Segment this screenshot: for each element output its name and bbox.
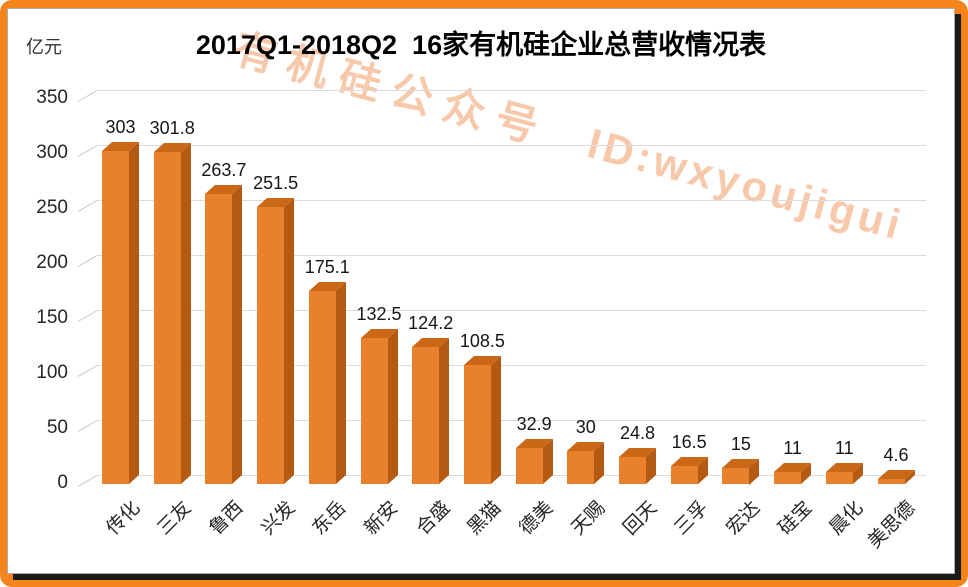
bar-value-label: 263.7 [201,159,247,180]
y-tick-label: 200 [36,252,68,273]
bar [567,451,595,484]
bar-value-label: 30 [575,417,596,437]
axis-depth-tick [77,90,98,102]
axis-depth-tick [77,310,98,322]
bar-value-label: 11 [834,437,854,458]
y-axis-unit-label: 亿元 [26,37,62,57]
bar-side-face [439,338,450,484]
bar [102,150,129,484]
bar [153,152,181,484]
gridline [97,90,926,91]
bar-value-label: 24.8 [619,422,656,443]
gridline [97,365,926,366]
y-tick-label: 50 [46,417,68,438]
bar-value-label: 132.5 [356,304,402,325]
bar-side-face [232,184,243,484]
bar-value-label: 301.8 [149,118,195,139]
bar [463,364,491,484]
bar-value-label: 303 [105,116,136,137]
gridline [97,310,926,311]
axis-depth-tick [77,145,98,157]
bar-value-label: 16.5 [671,431,707,452]
chart-panel: 有机硅公众号ID:wxyoujigui 亿元 2017Q1-2018Q2 16家… [7,8,955,574]
bar [825,471,853,484]
gridline [97,255,926,256]
bar [722,467,750,484]
axis-depth-tick [77,420,98,432]
y-tick-label: 100 [36,362,68,383]
bar-value-label: 108.5 [459,330,505,351]
bar-value-label: 4.6 [883,444,909,465]
bar-value-label: 32.9 [516,413,552,434]
axis-depth-tick [77,365,98,377]
gridline [97,145,926,146]
bar-side-face [387,329,398,484]
bar [515,447,543,484]
axis-depth-tick [77,475,98,487]
bar [308,291,336,484]
gridline [97,200,926,201]
axis-depth-tick [77,200,98,212]
y-tick-label: 350 [36,87,68,108]
bar-side-face [180,143,191,484]
bar [412,347,440,484]
bar [619,456,646,484]
bar [257,207,285,484]
bar-value-label: 15 [730,433,751,454]
bar-side-face [129,141,139,484]
bar [877,478,905,484]
plot-area: 0 50 100 150 200 250 300 350 303 传化 301.8 三友 263.7 鲁西… [8,9,954,573]
gridline [97,420,926,421]
bar-value-label: 11 [783,437,802,458]
chart-title: 2017Q1-2018Q2 16家有机硅企业总营收情况表 [195,30,767,60]
bar [774,471,802,484]
bar [205,193,233,484]
bar-value-label: 124.2 [408,313,454,334]
axis-depth-tick [77,255,98,267]
y-tick-label: 250 [36,197,68,218]
bar-side-face [284,198,295,484]
y-tick-label: 150 [36,307,68,328]
bar [670,465,698,484]
bar [360,338,388,484]
bar-value-label: 251.5 [253,173,299,194]
y-tick-label: 0 [57,472,68,493]
gridline [97,475,926,476]
y-tick-label: 300 [36,142,68,163]
bar-value-label: 175.1 [304,257,350,278]
